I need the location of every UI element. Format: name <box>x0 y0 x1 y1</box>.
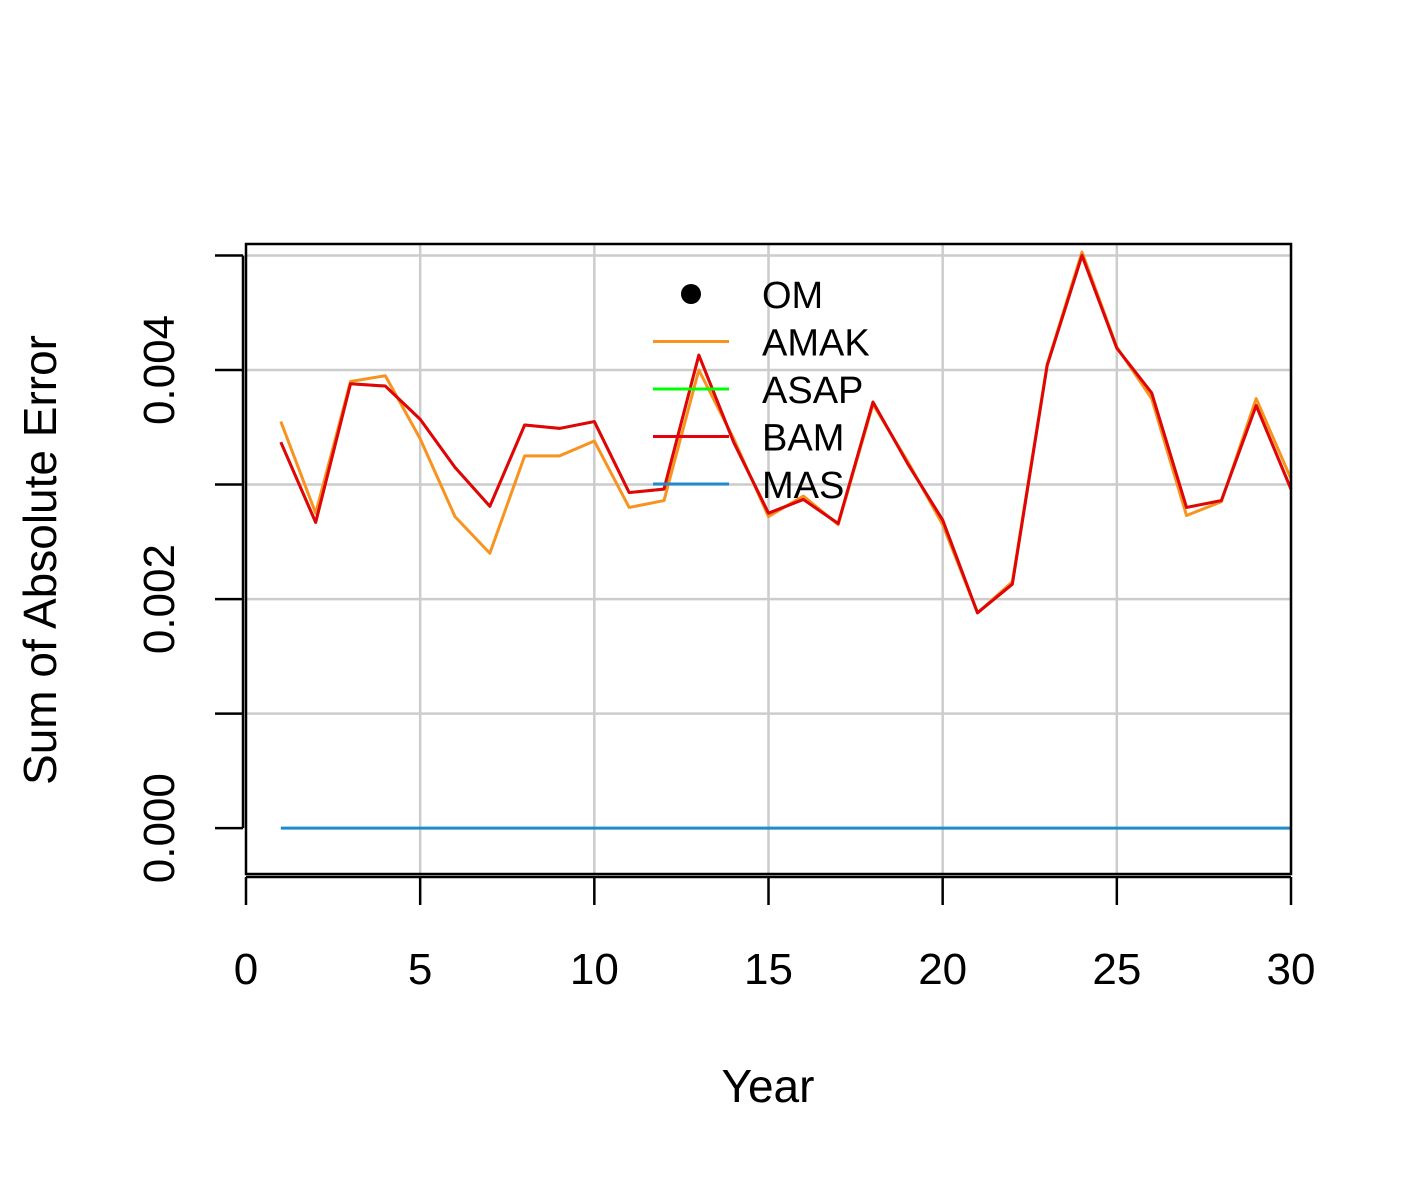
y-axis-title: Sum of Absolute Error <box>14 335 66 785</box>
x-tick-label: 25 <box>1092 945 1141 994</box>
x-axis-title: Year <box>722 1060 815 1112</box>
series-line-bam <box>279 253 1293 615</box>
legend-label-om: OM <box>762 275 823 317</box>
legend-marker-om <box>681 284 701 304</box>
x-tick-label: 0 <box>234 945 258 994</box>
legend-label-amak: AMAK <box>762 323 870 365</box>
x-axis: 0 5 10 15 20 25 30 <box>234 875 1316 994</box>
y-tick-label: 0.002 <box>135 544 184 654</box>
x-tick-label: 30 <box>1267 945 1316 994</box>
plot-frame <box>244 242 1293 876</box>
legend: OM AMAK ASAP BAM MAS <box>653 275 870 507</box>
y-tick-label: 0.000 <box>135 773 184 883</box>
legend-label-asap: ASAP <box>762 370 863 412</box>
x-tick-label: 10 <box>570 945 619 994</box>
series-lines <box>279 250 1293 830</box>
legend-label-bam: BAM <box>762 418 844 460</box>
x-tick-label: 5 <box>408 945 432 994</box>
legend-label-mas: MAS <box>762 465 844 507</box>
y-axis: 0.000 0.002 0.004 <box>135 254 245 883</box>
y-tick-label: 0.004 <box>135 315 184 425</box>
x-tick-label: 20 <box>918 945 967 994</box>
x-tick-label: 15 <box>744 945 793 994</box>
